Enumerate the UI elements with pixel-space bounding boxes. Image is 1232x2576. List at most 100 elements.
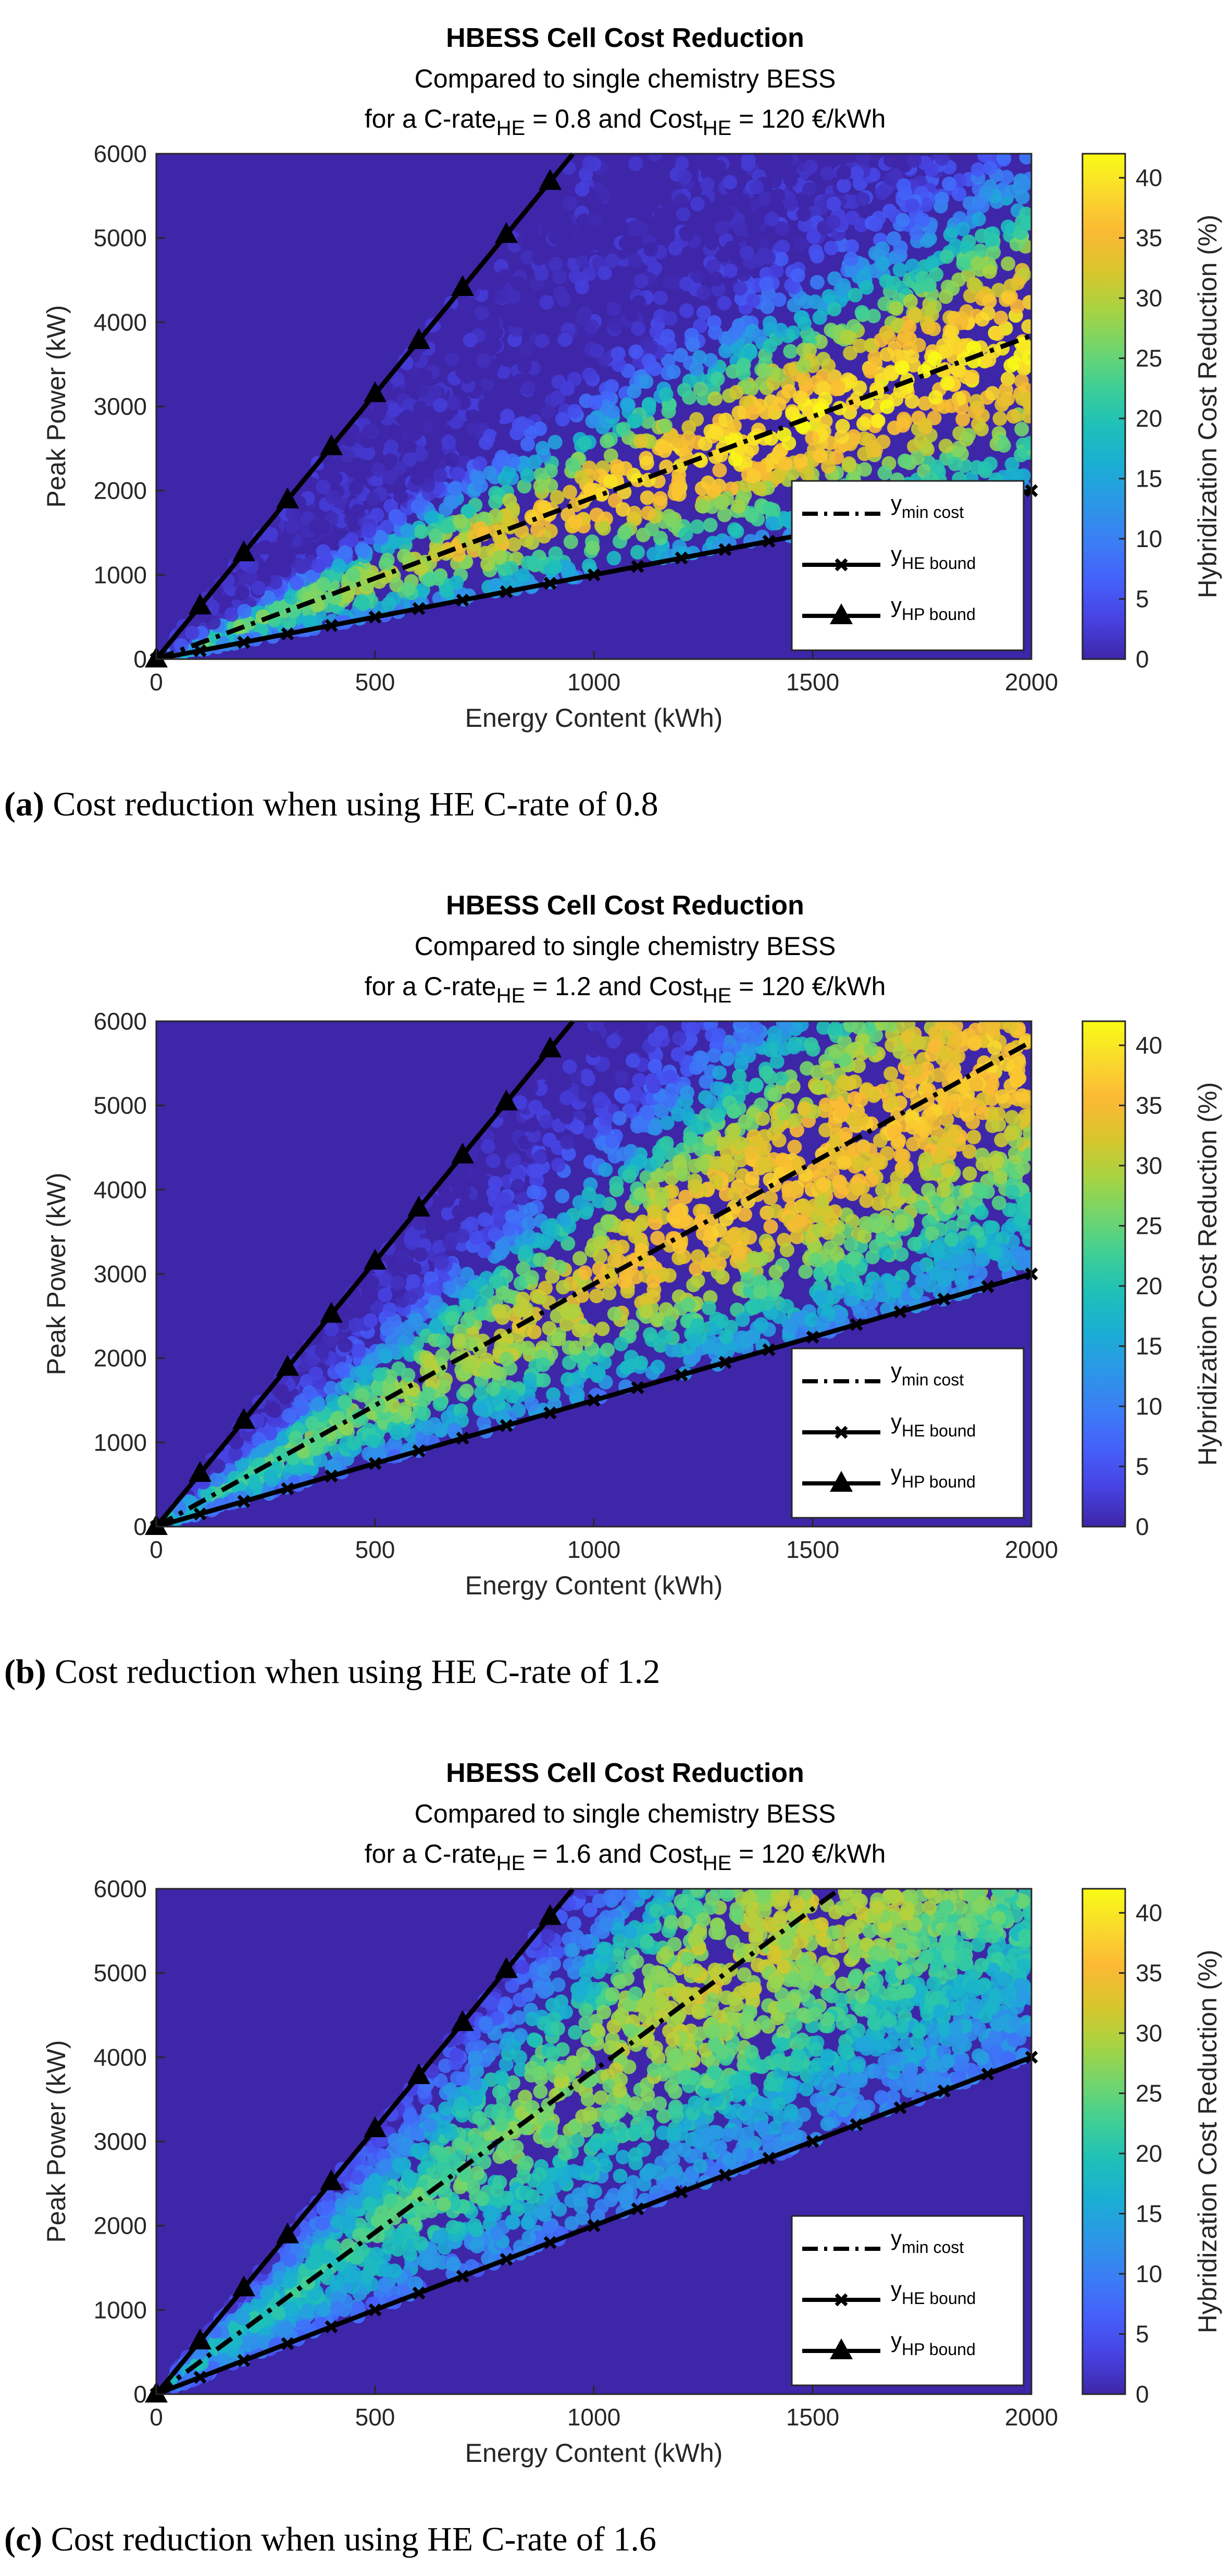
scatter-point (515, 1191, 530, 1206)
scatter-point (687, 1179, 702, 1194)
scatter-point (681, 430, 696, 445)
scatter-point (775, 1153, 790, 1167)
scatter-point (486, 1154, 501, 1169)
scatter-point (1004, 1110, 1019, 1125)
scatter-point (568, 269, 583, 284)
scatter-point (390, 425, 405, 440)
scatter-point (771, 1133, 787, 1148)
scatter-point (502, 493, 517, 508)
scatter-point (714, 220, 729, 235)
scatter-point (654, 207, 669, 222)
scatter-point (552, 244, 567, 259)
scatter-point (966, 340, 981, 355)
scatter-point (752, 481, 767, 496)
scatter-point (433, 398, 448, 413)
scatter-point (630, 544, 645, 560)
scatter-point (1016, 1160, 1031, 1175)
scatter-point (648, 1032, 663, 1047)
scatter-point (648, 1215, 663, 1230)
scatter-point (944, 1232, 959, 1247)
scatter-point (672, 1239, 687, 1254)
scatter-point (639, 455, 654, 470)
hp-bound-marker (539, 169, 562, 190)
scatter-point (962, 1144, 977, 1159)
scatter-point (794, 1021, 809, 1032)
scatter-point (650, 1359, 665, 1374)
scatter-point (665, 1343, 680, 1358)
scatter-point (841, 458, 856, 473)
scatter-point (815, 1194, 830, 1209)
scatter-point (956, 256, 971, 271)
scatter-point (723, 263, 738, 278)
scatter-point (712, 1256, 727, 1271)
scatter-point (515, 400, 530, 415)
scatter-point (888, 168, 903, 183)
scatter-point (246, 1475, 261, 1490)
scatter-point (397, 1402, 412, 1417)
scatter-point (466, 409, 481, 424)
scatter-point (726, 364, 740, 379)
scatter-point (631, 321, 646, 336)
scatter-point (474, 1385, 489, 1400)
scatter-point (887, 1124, 902, 1140)
scatter-point (939, 249, 954, 264)
scatter-point (440, 1193, 455, 1208)
scatter-point (506, 537, 521, 552)
scatter-point (439, 519, 454, 534)
scatter-point (679, 227, 694, 242)
scatter-point (648, 154, 662, 162)
scatter-point (577, 1087, 592, 1102)
scatter-point (378, 1272, 393, 1287)
scatter-point (851, 1058, 866, 1073)
scatter-point (559, 1317, 574, 1332)
scatter-point (522, 1380, 537, 1395)
scatter-point (611, 357, 626, 373)
scatter-point (605, 277, 620, 292)
scatter-point (671, 1107, 686, 1122)
scatter-point (730, 154, 745, 166)
scatter-point (701, 1301, 716, 1316)
scatter-point (550, 490, 565, 505)
y-tick-label: 4000 (94, 308, 147, 336)
scatter-point (820, 1225, 836, 1240)
scatter-point (785, 406, 800, 422)
scatter-point (806, 229, 821, 244)
scatter-point (355, 543, 370, 558)
scatter-point (890, 349, 905, 364)
scatter-point (677, 382, 692, 398)
scatter-point (575, 253, 590, 268)
scatter-point (572, 350, 587, 365)
scatter-point (657, 418, 673, 433)
scatter-point (547, 435, 563, 450)
scatter-point (759, 276, 774, 291)
scatter-point (356, 596, 371, 611)
scatter-point (555, 1188, 570, 1204)
scatter-point (447, 481, 462, 497)
scatter-point (627, 383, 642, 399)
scatter-point (641, 353, 656, 368)
scatter-point (606, 302, 621, 316)
scatter-point (401, 581, 416, 597)
scatter-point (796, 207, 811, 222)
scatter-point (969, 394, 984, 409)
scatter-point (389, 577, 404, 592)
scatter-point (941, 176, 956, 191)
scatter-point (695, 499, 711, 514)
scatter-point (793, 237, 807, 252)
scatter-point (251, 580, 266, 596)
scatter-point (628, 183, 643, 199)
scatter-point (633, 1217, 648, 1232)
colorbar-tick-label: 25 (1136, 345, 1162, 372)
scatter-point (982, 1220, 997, 1235)
scatter-point (859, 280, 874, 295)
scatter-point (472, 456, 488, 471)
scatter-point (975, 1157, 990, 1172)
scatter-point (783, 344, 798, 359)
scatter-point (431, 415, 446, 430)
scatter-point (504, 561, 519, 576)
scatter-point (492, 550, 507, 565)
scatter-point (939, 343, 954, 358)
scatter-point (799, 294, 814, 309)
scatter-point (758, 405, 774, 420)
scatter-point (897, 178, 911, 193)
